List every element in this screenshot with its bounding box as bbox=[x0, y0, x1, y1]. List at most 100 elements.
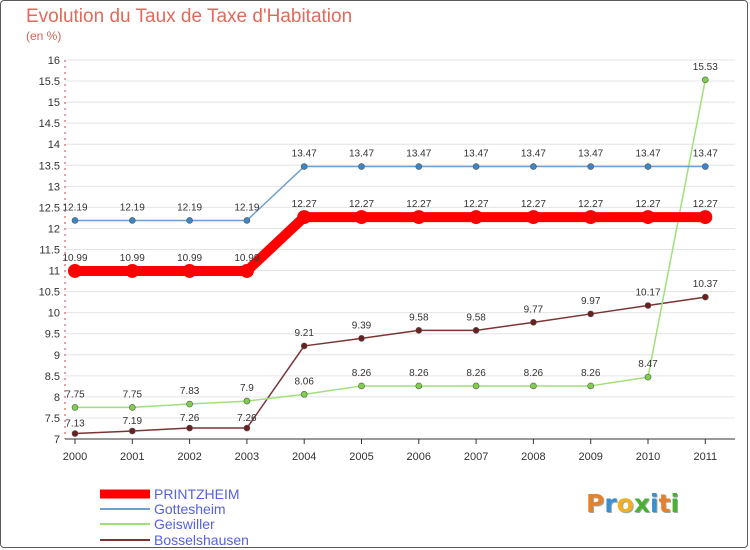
y-tick-label: 9 bbox=[54, 350, 60, 362]
data-label: 13.47 bbox=[464, 149, 489, 160]
data-point bbox=[644, 373, 652, 381]
data-point bbox=[530, 319, 537, 326]
data-point bbox=[587, 163, 595, 170]
data-point bbox=[71, 217, 79, 224]
x-tick-label: 2007 bbox=[464, 451, 488, 463]
x-tick-label: 2011 bbox=[693, 451, 717, 463]
data-point bbox=[71, 404, 79, 411]
data-label: 10.99 bbox=[62, 253, 87, 264]
x-tick-label: 2001 bbox=[120, 451, 144, 463]
data-point bbox=[411, 210, 426, 225]
data-point bbox=[587, 382, 595, 390]
data-label: 13.47 bbox=[406, 149, 431, 160]
data-point bbox=[243, 217, 251, 224]
data-label: 10.99 bbox=[120, 253, 145, 264]
data-point bbox=[300, 163, 308, 170]
data-label: 8.26 bbox=[524, 368, 544, 379]
data-label: 12.27 bbox=[521, 199, 546, 210]
data-label: 13.47 bbox=[635, 149, 660, 160]
data-point bbox=[641, 210, 655, 225]
data-point bbox=[526, 210, 541, 225]
x-tick-label: 2006 bbox=[407, 451, 431, 463]
data-label: 7.26 bbox=[237, 413, 257, 424]
y-tick-label: 14.5 bbox=[39, 118, 60, 130]
legend-item-gottesheim: Gottesheim bbox=[100, 501, 226, 517]
data-point bbox=[300, 391, 308, 398]
data-label: 9.21 bbox=[294, 328, 314, 339]
data-point bbox=[129, 217, 136, 224]
data-label: 10.99 bbox=[177, 253, 202, 264]
data-label: 12.27 bbox=[635, 199, 660, 210]
data-point bbox=[530, 382, 537, 390]
series-line bbox=[74, 296, 706, 435]
y-tick-label: 13 bbox=[48, 181, 60, 193]
data-point bbox=[587, 310, 595, 318]
legend-label: Bosselshausen bbox=[154, 532, 249, 548]
y-tick-label: 11 bbox=[49, 266, 60, 278]
logo-letter: t bbox=[658, 489, 671, 518]
data-label: 12.27 bbox=[292, 199, 317, 210]
y-tick-label: 9.5 bbox=[45, 329, 60, 341]
series-printzheim bbox=[68, 210, 713, 278]
x-tick-label: 2008 bbox=[521, 451, 545, 463]
y-tick-label: 15 bbox=[48, 97, 60, 109]
data-label: 7.26 bbox=[180, 413, 200, 424]
y-tick-label: 7.5 bbox=[45, 413, 60, 425]
data-point bbox=[469, 210, 484, 225]
series-bosselshausen bbox=[71, 293, 709, 437]
data-label: 9.77 bbox=[524, 304, 544, 315]
logo-letter: P bbox=[586, 489, 605, 518]
data-point bbox=[415, 163, 423, 170]
data-point bbox=[472, 327, 480, 334]
data-point bbox=[182, 263, 197, 278]
y-tick-label: 12 bbox=[48, 223, 60, 235]
legend-item-bosselshausen: Bosselshausen bbox=[100, 532, 249, 548]
data-label: 12.27 bbox=[578, 199, 603, 210]
legend-label: PRINTZHEIM bbox=[154, 486, 240, 502]
data-point bbox=[701, 293, 709, 301]
data-point bbox=[698, 210, 713, 225]
data-point bbox=[644, 302, 652, 309]
legend-label: Gottesheim bbox=[154, 501, 226, 517]
data-point bbox=[243, 424, 251, 432]
data-label: 8.06 bbox=[294, 376, 314, 387]
data-label: 8.47 bbox=[638, 359, 658, 370]
data-label: 9.39 bbox=[352, 320, 372, 331]
data-label: 9.58 bbox=[409, 312, 429, 323]
data-point bbox=[68, 263, 82, 278]
series-gottesheim bbox=[71, 163, 709, 224]
y-tick-label: 11.5 bbox=[39, 245, 60, 257]
data-point bbox=[125, 263, 140, 278]
y-tick-label: 14 bbox=[48, 139, 60, 151]
y-tick-label: 8.5 bbox=[45, 371, 60, 383]
y-tick-label: 10 bbox=[48, 308, 60, 320]
series-geiswiller bbox=[71, 76, 709, 411]
data-point bbox=[71, 430, 79, 437]
x-tick-label: 2002 bbox=[177, 451, 201, 463]
legend-label: Geiswiller bbox=[154, 516, 215, 532]
data-point bbox=[472, 163, 480, 170]
data-point bbox=[472, 382, 480, 390]
data-label: 10.99 bbox=[234, 253, 259, 264]
data-label: 8.26 bbox=[352, 368, 372, 379]
y-tick-label: 8 bbox=[54, 392, 60, 404]
legend-item-geiswiller: Geiswiller bbox=[100, 516, 215, 532]
data-label: 15.53 bbox=[693, 62, 718, 73]
data-label: 13.47 bbox=[292, 149, 317, 160]
data-label: 7.19 bbox=[123, 416, 143, 427]
logo-letter: i bbox=[670, 489, 680, 518]
logo-letter: i bbox=[650, 489, 659, 518]
y-tick-label: 7 bbox=[54, 434, 60, 446]
chart-subtitle: (en %) bbox=[26, 29, 62, 43]
data-label: 7.9 bbox=[240, 383, 254, 394]
data-label: 9.97 bbox=[581, 296, 601, 307]
data-point bbox=[530, 163, 537, 170]
series-line bbox=[75, 212, 706, 276]
data-label: 12.19 bbox=[177, 202, 202, 213]
data-point bbox=[583, 210, 598, 225]
data-point bbox=[297, 210, 312, 225]
data-label: 12.19 bbox=[62, 202, 87, 213]
x-tick-label: 2000 bbox=[63, 451, 87, 463]
data-label: 13.47 bbox=[693, 149, 718, 160]
